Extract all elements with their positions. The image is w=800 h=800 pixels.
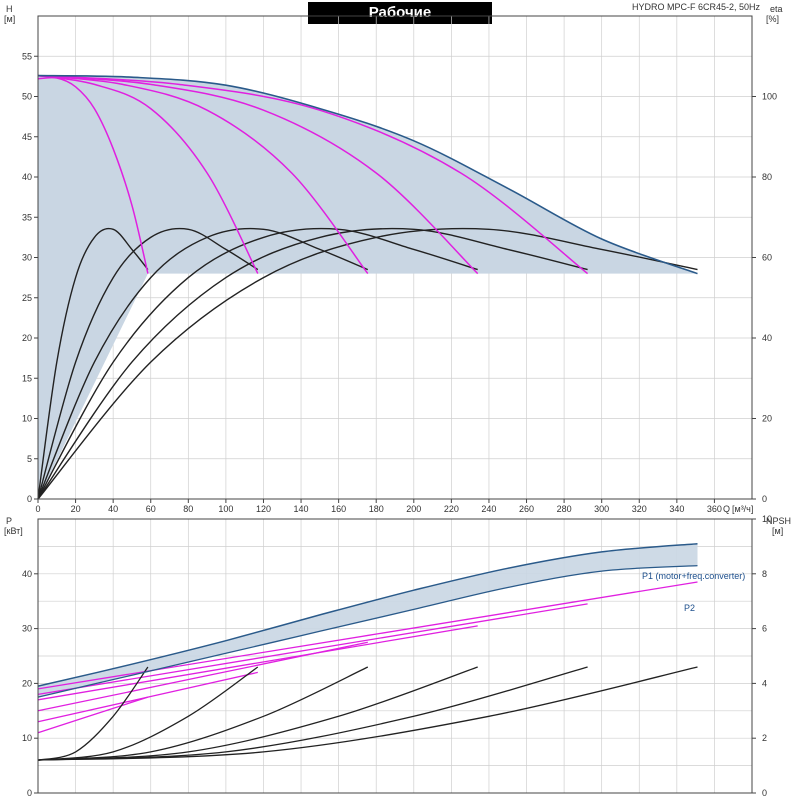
pump-power-curve-5 xyxy=(37,603,588,696)
efficiency-curve-6 xyxy=(37,227,698,500)
npsh-curve-6 xyxy=(37,666,698,761)
eta-tick-label: 100 xyxy=(762,92,777,102)
pump-curve-2 xyxy=(37,74,259,274)
npsh-axis-label: NPSH xyxy=(766,516,791,526)
head-tick-label: 35 xyxy=(22,212,32,222)
npsh-tick-label: 4 xyxy=(762,678,767,688)
x-tick-label: 220 xyxy=(444,504,459,514)
head-tick-label: 55 xyxy=(22,51,32,61)
pump-curve-5 xyxy=(37,74,589,275)
pump-power-curve-6 xyxy=(37,581,698,690)
x-tick-label: 360 xyxy=(707,504,722,514)
npsh-tick-label: 2 xyxy=(762,733,767,743)
x-tick-label: 240 xyxy=(481,504,496,514)
eta-tick-label: 40 xyxy=(762,333,772,343)
pump-model-label: HYDRO MPC-F 6CR45-2, 50Hz xyxy=(632,2,761,12)
eta-tick-label: 80 xyxy=(762,172,772,182)
pump-power-curve-3 xyxy=(37,641,368,712)
head-tick-label: 10 xyxy=(22,414,32,424)
efficiency-curve-5 xyxy=(37,227,588,500)
p1-curve xyxy=(37,542,698,687)
npsh-curve-2 xyxy=(37,666,259,761)
x-tick-label: 260 xyxy=(519,504,534,514)
efficiency-curve-1 xyxy=(37,227,149,500)
legend-p2: P2 xyxy=(684,603,695,613)
x-tick-label: 200 xyxy=(406,504,421,514)
flow-axis-label: Q xyxy=(723,504,730,514)
x-tick-label: 180 xyxy=(369,504,384,514)
head-tick-label: 40 xyxy=(22,172,32,182)
head-tick-label: 30 xyxy=(22,253,32,263)
efficiency-curve-3 xyxy=(37,227,369,500)
x-tick-label: 120 xyxy=(256,504,271,514)
pump-curve-4 xyxy=(37,74,479,275)
pump-power-curve-2 xyxy=(37,671,258,723)
pump-curve-3 xyxy=(37,74,369,275)
x-tick-label: 340 xyxy=(669,504,684,514)
pump-power-curve-1 xyxy=(37,696,149,734)
head-chart: 0 20 40 60 80 100 120 140 160 180 200 220 240 260 280 3… xyxy=(22,15,777,514)
x-tick-label: 0 xyxy=(35,504,40,514)
eta-tick-label: 60 xyxy=(762,253,772,263)
x-tick-label: 20 xyxy=(71,504,81,514)
npsh-tick-label: 10 xyxy=(762,514,772,524)
power-tick-label: 10 xyxy=(22,733,32,743)
npsh-axis-unit: [м] xyxy=(772,526,783,536)
power-plot-frame xyxy=(37,518,753,794)
x-tick-label: 80 xyxy=(183,504,193,514)
head-tick-label: 15 xyxy=(22,373,32,383)
power-tick-label: 40 xyxy=(22,569,32,579)
npsh-curve-1 xyxy=(37,666,149,761)
x-tick-label: 320 xyxy=(632,504,647,514)
power-axis-unit: [кВт] xyxy=(4,526,23,536)
power-axis-label: P xyxy=(6,516,12,526)
x-tick-label: 60 xyxy=(146,504,156,514)
operating-range-area xyxy=(38,75,698,499)
eta-axis-label: eta xyxy=(770,4,783,14)
eta-tick-label: 20 xyxy=(762,414,772,424)
head-tick-label: 5 xyxy=(27,454,32,464)
power-tick-label: 0 xyxy=(27,788,32,798)
x-tick-label: 280 xyxy=(557,504,572,514)
legend-p1: P1 (motor+freq.converter) xyxy=(642,571,745,581)
head-tick-label: 50 xyxy=(22,92,32,102)
eta-axis-unit: [%] xyxy=(766,14,779,24)
head-tick-label: 20 xyxy=(22,333,32,343)
x-tick-label: 40 xyxy=(108,504,118,514)
p2-curve xyxy=(37,564,698,698)
eta-tick-label: 0 xyxy=(762,494,767,504)
npsh-tick-label: 0 xyxy=(762,788,767,798)
chart-title: Рабочие характеристики xyxy=(308,2,492,43)
x-tick-label: 300 xyxy=(594,504,609,514)
head-tick-label: 25 xyxy=(22,293,32,303)
power-chart: 0 10 20 30 40 0 2 4 6 8 10 xyxy=(22,514,772,798)
head-tick-label: 0 xyxy=(27,494,32,504)
pump-power-curve-4 xyxy=(37,625,478,701)
x-tick-label: 160 xyxy=(331,504,346,514)
x-tick-label: 140 xyxy=(294,504,309,514)
npsh-tick-label: 6 xyxy=(762,624,767,634)
head-axis-label: H xyxy=(6,4,13,14)
head-axis-unit: [м] xyxy=(4,14,15,24)
flow-axis-unit: [м³/ч] xyxy=(732,504,753,514)
power-tick-label: 30 xyxy=(22,624,32,634)
x-tick-label: 100 xyxy=(218,504,233,514)
power-tick-label: 20 xyxy=(22,678,32,688)
head-tick-label: 45 xyxy=(22,132,32,142)
npsh-tick-label: 8 xyxy=(762,569,767,579)
max-head-curve xyxy=(37,74,698,275)
